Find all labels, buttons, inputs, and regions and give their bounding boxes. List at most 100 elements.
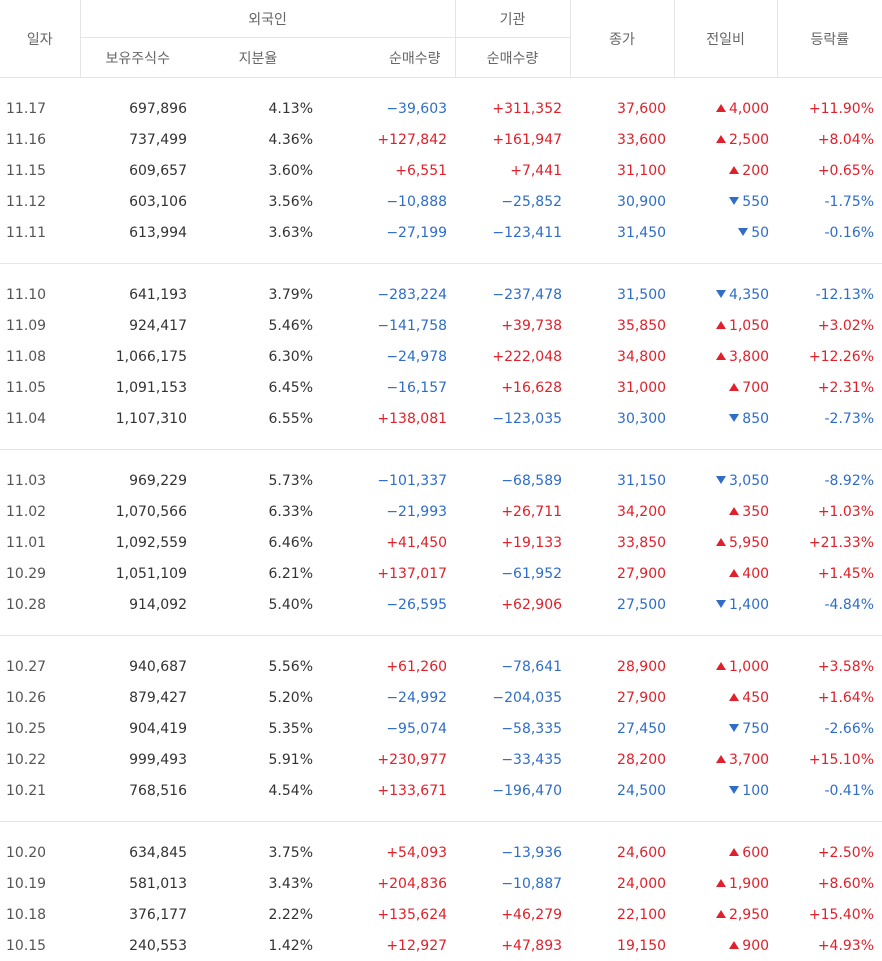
header-rate: 등락률: [777, 0, 882, 78]
cell-rate: -2.66%: [777, 713, 882, 744]
cell-share: 6.46%: [195, 527, 321, 558]
cell-net-inst: +39,738: [455, 310, 570, 341]
group-separator: [0, 248, 882, 264]
triangle-up-icon: [716, 321, 726, 329]
triangle-up-icon: [716, 352, 726, 360]
cell-change: 700: [674, 372, 777, 403]
cell-rate: -2.73%: [777, 403, 882, 434]
triangle-up-icon: [716, 879, 726, 887]
triangle-down-icon: [716, 600, 726, 608]
header-net-foreign: 순매수량: [321, 38, 455, 78]
cell-net-foreign: −16,157: [321, 372, 455, 403]
cell-net-inst: +16,628: [455, 372, 570, 403]
triangle-up-icon: [716, 755, 726, 763]
cell-share: 3.56%: [195, 186, 321, 217]
cell-rate: +8.04%: [777, 124, 882, 155]
change-value: 550: [742, 194, 769, 210]
cell-rate: +4.93%: [777, 930, 882, 961]
change-value: 200: [742, 163, 769, 179]
cell-holding: 999,493: [80, 744, 195, 775]
cell-net-inst: −204,035: [455, 682, 570, 713]
cell-share: 2.22%: [195, 899, 321, 930]
cell-net-foreign: −101,337: [321, 465, 455, 496]
cell-holding: 879,427: [80, 682, 195, 713]
triangle-up-icon: [729, 166, 739, 174]
cell-rate: -0.16%: [777, 217, 882, 248]
cell-date: 11.02: [0, 496, 80, 527]
triangle-down-icon: [738, 228, 748, 236]
cell-net-foreign: −21,993: [321, 496, 455, 527]
triangle-down-icon: [729, 786, 739, 794]
cell-rate: -12.13%: [777, 279, 882, 310]
cell-holding: 609,657: [80, 155, 195, 186]
change-value: 3,700: [729, 752, 769, 768]
change-value: 100: [742, 783, 769, 799]
cell-holding: 737,499: [80, 124, 195, 155]
cell-share: 3.79%: [195, 279, 321, 310]
triangle-down-icon: [729, 724, 739, 732]
cell-net-foreign: +135,624: [321, 899, 455, 930]
cell-rate: +3.02%: [777, 310, 882, 341]
header-share: 지분율: [195, 38, 321, 78]
cell-rate: +11.90%: [777, 93, 882, 124]
change-value: 350: [742, 504, 769, 520]
cell-share: 5.91%: [195, 744, 321, 775]
group-spacer: [0, 78, 882, 94]
cell-date: 11.05: [0, 372, 80, 403]
cell-rate: +2.31%: [777, 372, 882, 403]
cell-share: 5.20%: [195, 682, 321, 713]
cell-rate: -8.92%: [777, 465, 882, 496]
triangle-down-icon: [729, 197, 739, 205]
cell-change: 450: [674, 682, 777, 713]
change-value: 400: [742, 566, 769, 582]
header-change: 전일비: [674, 0, 777, 78]
cell-change: 2,500: [674, 124, 777, 155]
cell-net-foreign: −27,199: [321, 217, 455, 248]
cell-close: 22,100: [570, 899, 674, 930]
triangle-up-icon: [729, 848, 739, 856]
cell-rate: +1.03%: [777, 496, 882, 527]
cell-holding: 641,193: [80, 279, 195, 310]
cell-date: 11.15: [0, 155, 80, 186]
change-value: 450: [742, 690, 769, 706]
group-separator: [0, 434, 882, 450]
cell-holding: 634,845: [80, 837, 195, 868]
cell-net-inst: +222,048: [455, 341, 570, 372]
triangle-up-icon: [716, 538, 726, 546]
cell-change: 550: [674, 186, 777, 217]
group-spacer: [0, 264, 882, 280]
group-separator: [0, 620, 882, 636]
triangle-up-icon: [716, 135, 726, 143]
cell-close: 34,200: [570, 496, 674, 527]
cell-holding: 914,092: [80, 589, 195, 620]
group-spacer: [0, 822, 882, 838]
change-value: 3,050: [729, 473, 769, 489]
cell-holding: 940,687: [80, 651, 195, 682]
cell-share: 3.63%: [195, 217, 321, 248]
cell-rate: -0.41%: [777, 775, 882, 806]
cell-close: 30,300: [570, 403, 674, 434]
cell-rate: +15.40%: [777, 899, 882, 930]
cell-net-foreign: −95,074: [321, 713, 455, 744]
cell-close: 27,450: [570, 713, 674, 744]
cell-holding: 1,091,153: [80, 372, 195, 403]
triangle-down-icon: [716, 290, 726, 298]
cell-net-inst: −58,335: [455, 713, 570, 744]
triangle-up-icon: [729, 507, 739, 515]
cell-close: 33,600: [570, 124, 674, 155]
cell-holding: 581,013: [80, 868, 195, 899]
cell-share: 4.13%: [195, 93, 321, 124]
cell-date: 11.04: [0, 403, 80, 434]
cell-close: 24,000: [570, 868, 674, 899]
cell-net-foreign: −24,978: [321, 341, 455, 372]
